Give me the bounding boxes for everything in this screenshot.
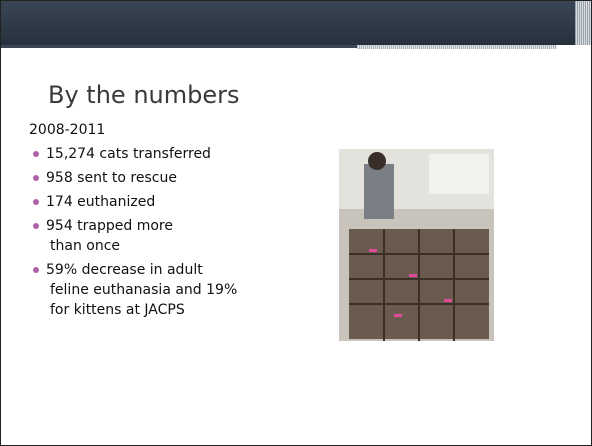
photo-shelf [429,154,489,194]
bullet-dot [33,151,39,157]
bullet: 958 sent to rescue [33,168,237,188]
bullet-text: 59% decrease in adult [46,262,203,278]
bullet: 174 euthanized [33,192,237,212]
bullet-dot [33,175,39,181]
bullet-text: for kittens at JACPS [50,302,185,318]
photo-tags [369,249,452,317]
bullet-list: 15,274 cats transferred 958 sent to rescu… [33,144,237,324]
bullet-dot [33,223,39,229]
photo [339,149,494,341]
header-rule [1,45,357,48]
bullet-text: feline euthanasia and 19% [50,282,238,298]
bullet-text: than once [50,238,121,254]
bullet-dot [33,199,39,205]
bullet: 15,274 cats transferred [33,144,237,164]
slide-title: By the numbers [48,81,240,109]
rule-pattern [357,45,557,49]
bullet: 954 trapped more than once [33,216,237,256]
subtitle: 2008-2011 [29,122,106,138]
photo-person [364,164,394,219]
bullet-dot [33,267,39,273]
photo-cage-lines [349,229,489,341]
bullet: 59% decrease in adult feline euthanasia a… [33,260,237,320]
bullet-text: 15,274 cats transferred [46,146,211,162]
photo-head [368,152,386,170]
header-pattern [575,1,591,45]
header-bar [1,1,575,45]
bullet-text: 174 euthanized [46,194,156,210]
bullet-text: 954 trapped more [46,218,173,234]
bullet-text: 958 sent to rescue [46,170,177,186]
